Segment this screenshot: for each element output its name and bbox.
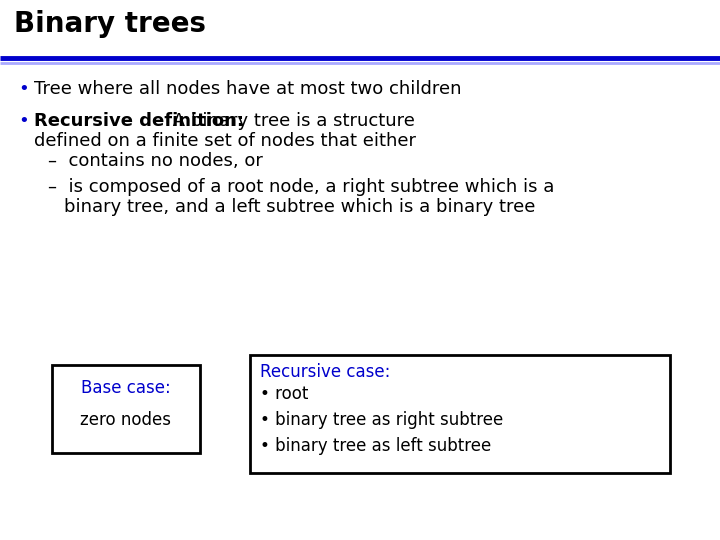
Text: –  is composed of a root node, a right subtree which is a: – is composed of a root node, a right su… [48, 178, 554, 196]
Text: Base case:: Base case: [81, 379, 171, 397]
Text: • root: • root [260, 385, 308, 403]
Text: • binary tree as left subtree: • binary tree as left subtree [260, 437, 491, 455]
Text: –  contains no nodes, or: – contains no nodes, or [48, 152, 263, 170]
Text: Recursive definition:: Recursive definition: [34, 112, 244, 130]
Text: zero nodes: zero nodes [81, 411, 171, 429]
FancyBboxPatch shape [52, 365, 200, 453]
Text: •: • [18, 112, 29, 130]
Text: Binary trees: Binary trees [14, 10, 206, 38]
Text: • binary tree as right subtree: • binary tree as right subtree [260, 411, 503, 429]
Text: defined on a finite set of nodes that either: defined on a finite set of nodes that ei… [34, 132, 416, 150]
Text: •: • [18, 80, 29, 98]
Text: binary tree, and a left subtree which is a binary tree: binary tree, and a left subtree which is… [64, 198, 536, 216]
Text: Recursive case:: Recursive case: [260, 363, 390, 381]
FancyBboxPatch shape [250, 355, 670, 473]
Text: Tree where all nodes have at most two children: Tree where all nodes have at most two ch… [34, 80, 462, 98]
Text: A binary tree is a structure: A binary tree is a structure [167, 112, 415, 130]
